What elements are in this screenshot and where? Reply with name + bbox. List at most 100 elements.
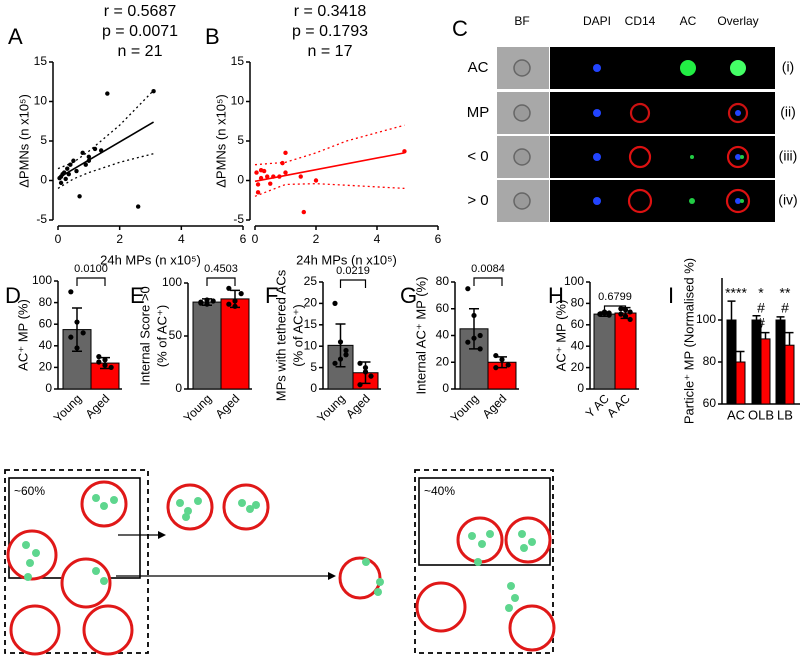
- y-tick-label: 20: [304, 296, 318, 310]
- data-point: [627, 309, 633, 315]
- y-tick-label: 20: [436, 354, 450, 368]
- statistic: n = 21: [118, 43, 163, 60]
- x-tick-label: 2: [313, 232, 320, 246]
- y-tick-label: 5: [310, 360, 317, 374]
- x-tick-label: 2: [116, 232, 123, 246]
- error-bar: [785, 331, 794, 346]
- percentage-label: ~40%: [424, 484, 455, 498]
- y-tick-label: 100: [564, 274, 584, 288]
- row-tag: (iii): [779, 148, 798, 164]
- data-point: [271, 174, 276, 179]
- data-point: [265, 174, 270, 179]
- data-point: [258, 175, 264, 181]
- cell-stain: [593, 197, 601, 205]
- cell: [82, 604, 134, 656]
- cell-stain: [680, 60, 696, 76]
- error-bar: [752, 315, 761, 320]
- particle: [182, 513, 190, 521]
- data-point: [238, 291, 244, 297]
- particle: [362, 558, 370, 566]
- row-label: > 0: [467, 192, 488, 209]
- statistic: p = 0.0071: [102, 23, 178, 40]
- y-tick-label: 40: [436, 328, 450, 342]
- y-tick-label: 15: [34, 54, 48, 68]
- y-axis-label: ΔPMNs (n x10⁵): [213, 94, 228, 188]
- y-axis-label: Particle⁺ MP (Normalised %): [681, 258, 696, 424]
- brightfield-cell: [513, 148, 531, 166]
- error-bar: [335, 323, 346, 368]
- y-tick-label: 60: [436, 301, 450, 315]
- y-tick-label: 80: [436, 274, 450, 288]
- data-point: [105, 91, 110, 96]
- cell: [166, 483, 214, 531]
- y-tick-label: 100: [162, 275, 182, 289]
- comparison-bracket: [76, 277, 106, 286]
- bar: [192, 301, 222, 390]
- data-point: [465, 339, 471, 345]
- error-bar: [360, 361, 371, 385]
- cell-stain: [735, 110, 741, 116]
- data-point: [343, 352, 349, 358]
- y-tick-label: 10: [231, 94, 245, 108]
- data-point: [254, 170, 259, 175]
- data-point: [493, 365, 499, 371]
- significance-mark: #: [781, 300, 789, 316]
- bar: [726, 319, 737, 405]
- y-tick-label: 0: [310, 381, 317, 395]
- particle: [505, 604, 513, 612]
- x-tick-label: Aged: [343, 391, 373, 421]
- y-tick-label: 100: [696, 312, 716, 326]
- data-point: [283, 150, 288, 156]
- x-tick-label: Young: [181, 391, 215, 425]
- cell-stain: [629, 102, 651, 124]
- panel-letter: H: [548, 283, 564, 308]
- cell-stain: [725, 188, 751, 214]
- x-tick-label: Young: [51, 391, 85, 425]
- column-header: DAPI: [583, 14, 611, 28]
- particle: [32, 549, 40, 557]
- x-tick-label: 4: [374, 232, 381, 246]
- cell-stain: [740, 199, 744, 203]
- data-point: [65, 166, 70, 171]
- cell-stain: [726, 145, 750, 169]
- cell-stain: [735, 198, 741, 204]
- data-point: [71, 158, 76, 163]
- y-tick-label: 20: [571, 360, 585, 374]
- x-tick-label: Aged: [83, 391, 113, 421]
- data-point: [477, 332, 483, 339]
- panel-letter: D: [5, 283, 21, 308]
- statistic: r = 0.5687: [104, 3, 177, 20]
- y-tick-label: 0: [40, 173, 47, 187]
- y-tick-label: 60: [571, 317, 585, 331]
- cell-stain: [628, 145, 652, 169]
- data-point: [61, 170, 67, 175]
- y-tick-label: 0: [45, 381, 52, 395]
- data-point: [301, 209, 306, 215]
- significance-mark: **: [780, 285, 791, 301]
- particle: [92, 494, 100, 502]
- bar: [784, 344, 795, 405]
- data-point: [298, 174, 303, 179]
- statistic: n = 17: [308, 43, 353, 60]
- y-axis-label: (% of AC⁺): [290, 304, 305, 367]
- error-bar: [469, 308, 479, 350]
- cell-stain: [593, 153, 601, 161]
- row-tag: (i): [782, 59, 794, 75]
- confidence-band: [254, 124, 405, 166]
- column-header: AC: [680, 14, 697, 28]
- particle: [252, 501, 260, 509]
- data-point: [86, 154, 92, 159]
- y-axis-label: Internal Score >0: [137, 286, 152, 385]
- particle: [194, 497, 202, 505]
- cell-stain: [627, 188, 653, 214]
- panel-letter: F: [265, 283, 278, 308]
- x-tick-label: AC: [727, 407, 745, 422]
- y-axis-label: (% of AC⁺): [154, 305, 169, 368]
- x-tick-label: 0: [252, 232, 259, 246]
- y-tick-label: 40: [571, 338, 585, 352]
- error-bar: [230, 289, 240, 309]
- error-bar: [202, 298, 212, 307]
- error-bar: [736, 350, 745, 362]
- panel-letter: E: [130, 283, 145, 308]
- p-value: 0.0084: [471, 263, 505, 275]
